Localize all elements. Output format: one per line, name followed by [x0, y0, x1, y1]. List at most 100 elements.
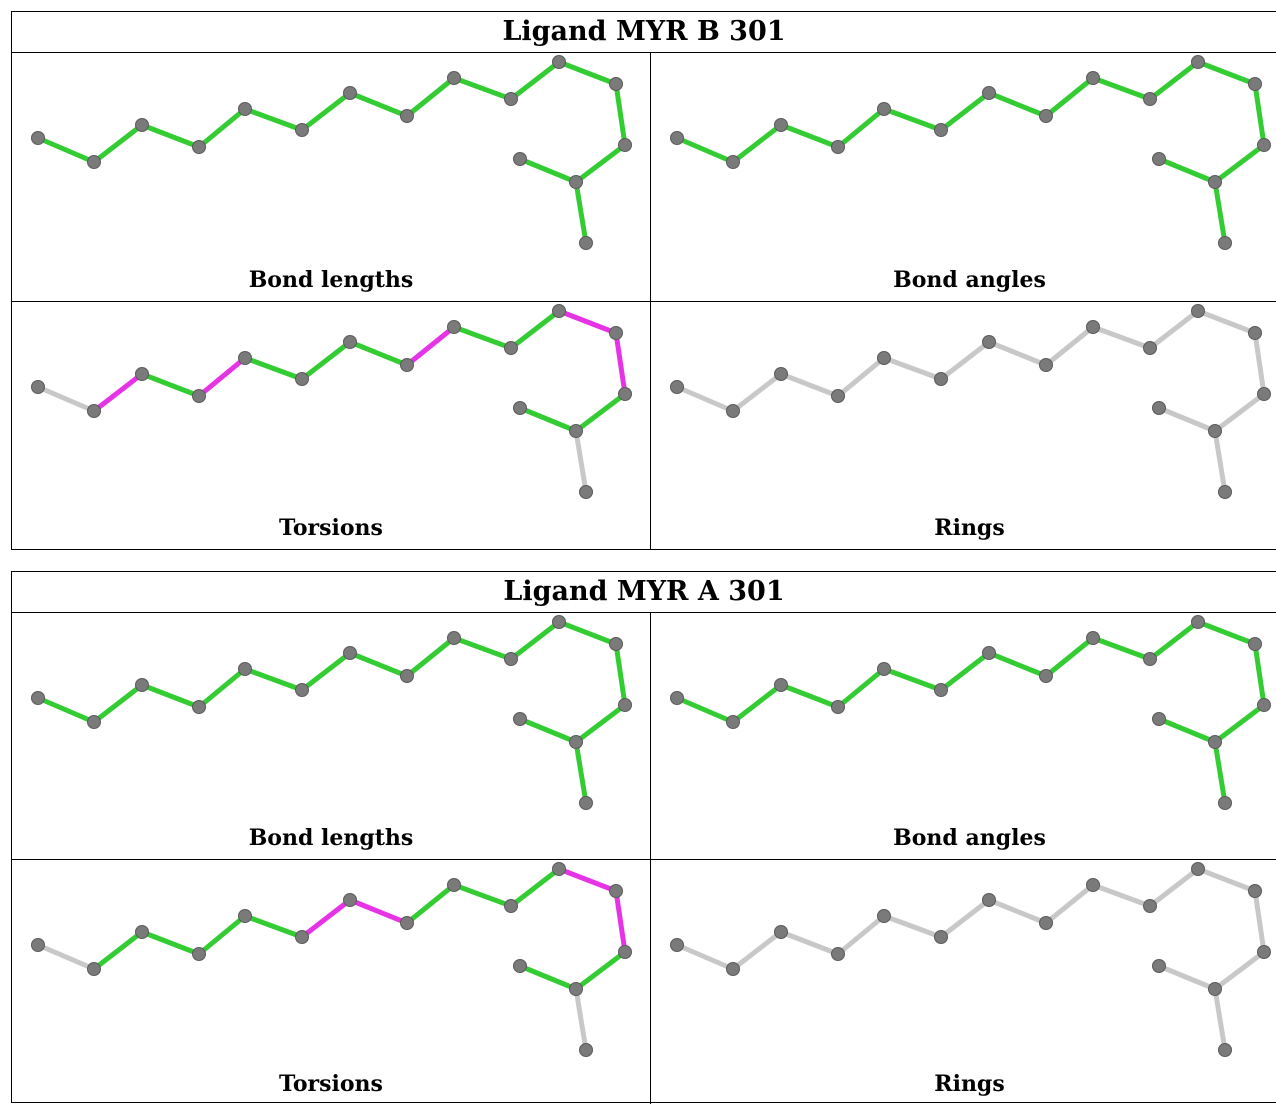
bond-neutral — [778, 929, 841, 957]
atom — [1191, 615, 1205, 629]
bond-neutral — [881, 355, 944, 382]
bond-pass — [881, 106, 944, 133]
bond-outlier — [299, 897, 353, 940]
bond-pass — [938, 90, 992, 133]
bond-neutral — [573, 986, 589, 1053]
bond-pass — [242, 666, 305, 693]
atom — [504, 92, 518, 106]
atom — [670, 380, 684, 394]
atom — [609, 77, 623, 91]
atom — [569, 175, 583, 189]
atom — [1152, 152, 1166, 166]
bond-pass — [242, 913, 305, 940]
bond-pass — [91, 929, 145, 972]
bond-pass — [139, 122, 202, 150]
bond-pass — [196, 913, 248, 957]
atom — [192, 947, 206, 961]
atom — [238, 662, 252, 676]
atom — [135, 925, 149, 939]
molecule-diagram — [31, 55, 632, 250]
bond-pass — [730, 682, 784, 725]
atom — [513, 152, 527, 166]
atom — [579, 485, 593, 499]
atom — [87, 155, 101, 169]
bond-pass — [139, 371, 202, 399]
atom — [1086, 878, 1100, 892]
molecule-diagram — [31, 615, 632, 810]
bond-pass — [242, 106, 305, 133]
ligand-block-myr-a-301: Ligand MYR A 301 Bond lengths Bond angle… — [11, 571, 1276, 1104]
bond-pass — [242, 355, 305, 382]
atom — [87, 715, 101, 729]
atom — [1039, 916, 1053, 930]
atom — [343, 86, 357, 100]
atom — [670, 938, 684, 952]
atom — [618, 138, 632, 152]
atom — [513, 959, 527, 973]
bond-pass — [1147, 59, 1201, 102]
atom — [618, 387, 632, 401]
atom — [513, 401, 527, 415]
row-divider — [12, 301, 1276, 302]
atom — [1152, 712, 1166, 726]
bond-pass — [508, 866, 562, 909]
atom — [934, 683, 948, 697]
atom — [1143, 92, 1157, 106]
bond-neutral — [1156, 963, 1218, 992]
bond-pass — [139, 929, 202, 957]
bond-neutral — [1147, 866, 1201, 909]
bond-pass — [835, 666, 887, 710]
bond-neutral — [35, 384, 97, 414]
bond-pass — [778, 122, 841, 150]
panel-label: Torsions — [279, 1071, 383, 1097]
atom — [1208, 982, 1222, 996]
panel-rings: Rings — [650, 860, 1276, 1104]
atom — [295, 930, 309, 944]
atom — [1143, 652, 1157, 666]
atom — [1218, 485, 1232, 499]
ligand-title: Ligand MYR A 301 — [503, 576, 785, 607]
atom — [343, 335, 357, 349]
atom — [295, 123, 309, 137]
atom — [774, 678, 788, 692]
atom — [1152, 959, 1166, 973]
atom — [579, 236, 593, 250]
bond-pass — [1156, 716, 1218, 745]
molecule-diagram — [670, 304, 1271, 499]
bond-pass — [674, 695, 736, 725]
atom — [87, 404, 101, 418]
bond-pass — [573, 391, 628, 434]
bond-outlier — [196, 355, 248, 399]
bond-pass — [451, 75, 514, 102]
bond-neutral — [835, 355, 887, 399]
bond-neutral — [1252, 888, 1267, 955]
bond-pass — [1195, 619, 1258, 647]
bond-pass — [347, 90, 410, 119]
molecule-diagram — [670, 55, 1271, 250]
row-divider — [12, 859, 1276, 860]
atom — [982, 335, 996, 349]
bond-outlier — [347, 897, 410, 926]
bond-neutral — [674, 942, 736, 972]
bond-pass — [451, 324, 514, 351]
bond-pass — [404, 75, 457, 119]
bond-pass — [613, 641, 628, 708]
atom — [831, 140, 845, 154]
atom — [1143, 341, 1157, 355]
bond-pass — [517, 963, 579, 992]
bond-neutral — [35, 942, 97, 972]
atom — [934, 123, 948, 137]
panel-label: Bond lengths — [248, 825, 414, 851]
atom — [726, 155, 740, 169]
atom — [238, 102, 252, 116]
bond-pass — [1252, 81, 1267, 148]
bond-pass — [1147, 619, 1201, 662]
atom — [609, 637, 623, 651]
atom — [552, 862, 566, 876]
atom — [400, 358, 414, 372]
bond-pass — [1090, 635, 1153, 662]
bond-outlier — [556, 308, 619, 336]
atom — [1143, 899, 1157, 913]
atom — [1218, 1043, 1232, 1057]
atom — [447, 878, 461, 892]
